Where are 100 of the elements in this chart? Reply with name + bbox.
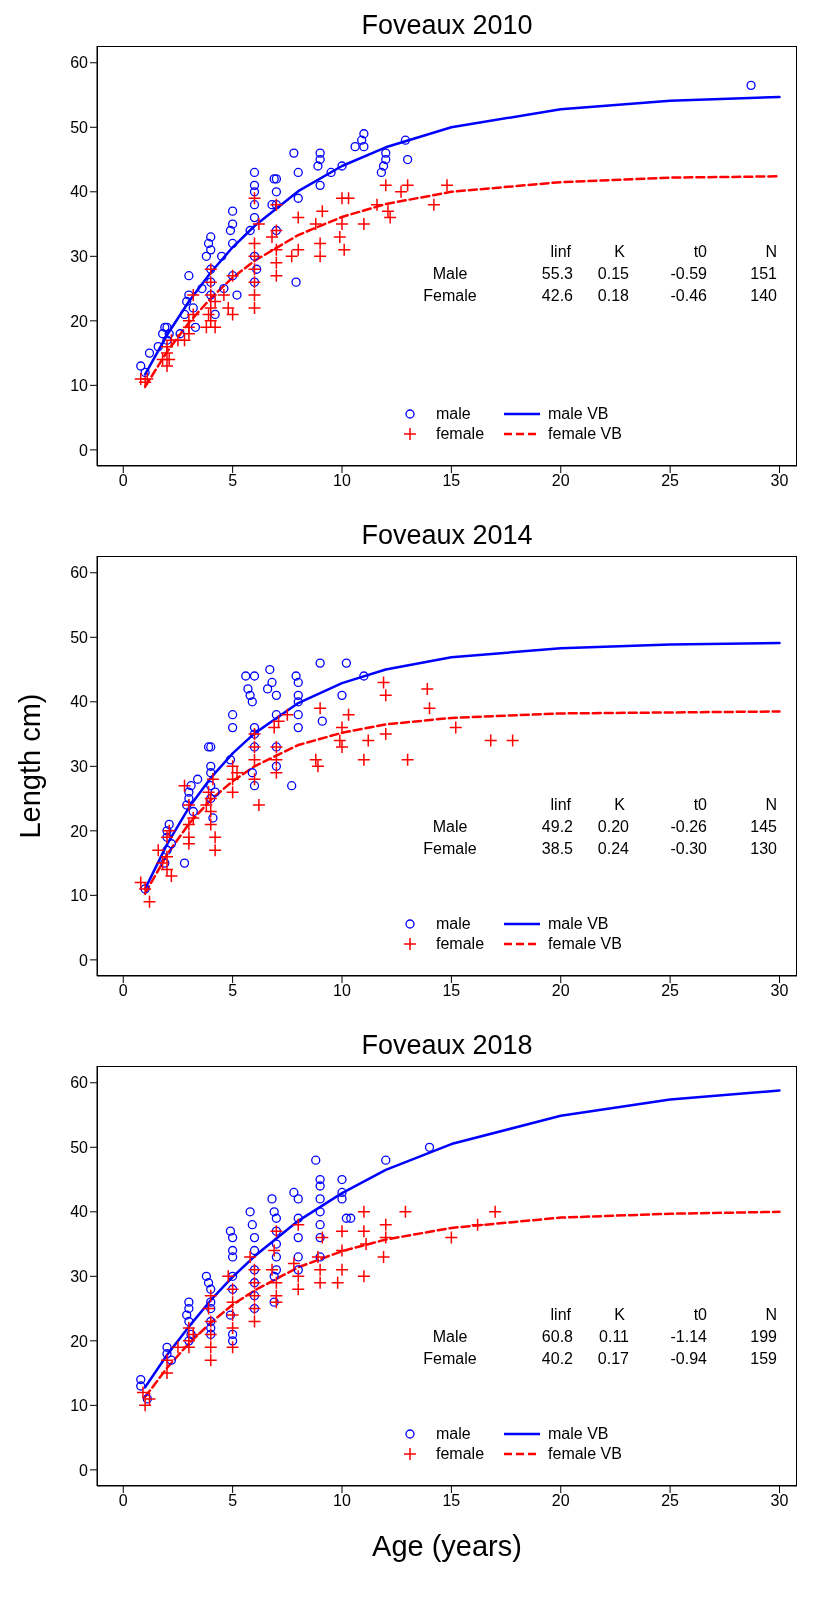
point [162,824,176,838]
point [265,1263,279,1277]
y-tick-label: 20 [70,312,89,330]
point [357,1205,371,1219]
x-tick-label: 5 [228,982,238,1000]
point [311,759,325,774]
point [271,761,282,771]
y-tick-label: 0 [79,1461,89,1479]
point [177,778,192,793]
point [470,1217,485,1232]
x-tick-label: 15 [442,1492,461,1510]
annotation: 159 [749,1349,778,1369]
point [206,781,216,791]
point [341,658,352,668]
point [269,1295,284,1309]
point [208,830,222,845]
point [287,1256,301,1271]
x-axis-title: Age (years) [371,1529,523,1564]
point [225,785,240,799]
chart-title: Foveaux 2018 [360,1029,534,1062]
point [249,671,260,681]
x-tick-label: 25 [661,1492,680,1510]
point [225,1340,240,1355]
annotation: 145 [749,817,778,837]
point [186,811,200,825]
annotation: t0 [692,1305,708,1325]
point [225,1321,240,1335]
annotation: linf [549,795,572,815]
annotation: K [613,1305,626,1325]
annotation: linf [549,242,572,262]
point [293,677,303,688]
point [293,722,303,733]
point [335,1243,349,1258]
point [179,858,190,868]
point [182,817,196,832]
annotation: Male [431,1327,469,1347]
x-tick-label: 20 [551,472,570,490]
annotation: 0.15 [596,264,630,284]
point [335,740,349,754]
point [335,1224,349,1238]
x-tick-label: 25 [661,472,680,490]
point [225,1308,240,1322]
legend-label: female [436,425,485,443]
point [204,1288,218,1303]
point [204,1353,218,1367]
annotation: -1.14 [669,1327,708,1347]
x-tick-label: 30 [770,472,789,490]
x-tick-label: 0 [118,1492,128,1510]
x-tick-label: 10 [333,1492,351,1510]
y-tick-label: 40 [70,693,89,711]
point [337,690,347,701]
point [505,733,520,748]
point [162,845,172,855]
y-tick-label: 10 [70,1397,89,1415]
point [379,1230,393,1245]
point [182,836,196,851]
point [269,1276,284,1290]
x-tick-label: 0 [118,982,128,1000]
point [225,772,240,786]
point [269,753,284,767]
annotation: Male [431,264,469,284]
legend-label: male VB [548,915,609,933]
point [245,690,255,701]
point [138,1398,152,1413]
point [160,1353,174,1367]
point [379,1217,393,1232]
x-tick-label: 20 [551,982,570,1000]
point [186,781,196,791]
y-tick-label: 60 [70,564,89,582]
point [201,1301,216,1316]
point [184,787,194,797]
annotation: Female [422,1349,478,1369]
annotation: K [613,795,626,815]
annotation: 0.18 [596,286,630,306]
annotation: -0.59 [669,264,708,284]
point [379,688,393,703]
point [291,1217,305,1232]
annotation: 42.6 [540,286,574,306]
point [335,1263,349,1277]
point [484,733,498,748]
point [313,1263,327,1277]
point [201,785,216,799]
point [247,697,257,707]
point [247,772,262,786]
point [357,1269,371,1284]
annotation: N [764,242,778,262]
x-tick-label: 30 [770,1492,789,1510]
y-tick-label: 0 [79,441,89,459]
y-tick-label: 60 [70,1074,89,1092]
point [398,1205,413,1219]
legend-label: male VB [548,405,609,423]
point [208,843,222,857]
point [359,671,369,681]
y-tick-label: 50 [70,628,89,646]
annotation: N [764,795,778,815]
point [204,1340,218,1355]
point [420,682,435,696]
point [271,714,286,728]
point [269,766,284,780]
point [142,895,157,909]
